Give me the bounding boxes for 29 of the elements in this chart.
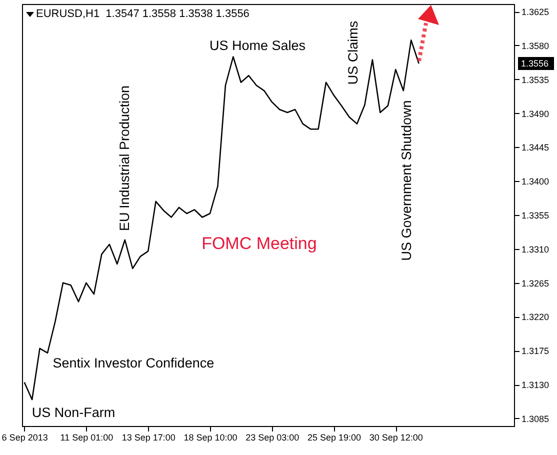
y-tick-label: 1.3175 xyxy=(522,346,550,356)
annotation: FOMC Meeting xyxy=(202,234,317,254)
annotation: US Non-Farm xyxy=(32,404,116,420)
x-tick-label: 30 Sep 12:00 xyxy=(369,432,423,442)
y-tick-label: 1.3490 xyxy=(522,108,550,119)
y-tick-label: 1.3580 xyxy=(522,40,550,51)
y-tick-label: 1.3130 xyxy=(522,380,550,390)
y-tick-label: 1.3355 xyxy=(522,210,550,220)
x-tick-label: 11 Sep 01:00 xyxy=(60,432,114,442)
text: 1.3556 xyxy=(521,58,549,68)
annotation: Sentix Investor Confidence xyxy=(52,356,214,371)
annotation: US Claims xyxy=(346,20,361,85)
x-tick-label: 6 Sep 2013 xyxy=(2,432,48,442)
y-tick-label: 1.3535 xyxy=(522,74,550,85)
x-tick-label: 25 Sep 19:00 xyxy=(307,432,362,442)
x-tick-label: 18 Sep 10:00 xyxy=(184,432,238,442)
y-tick-label: 1.3220 xyxy=(522,312,550,322)
x-tick-label: 13 Sep 17:00 xyxy=(122,432,176,442)
chart-title: EURUSD,H1 1.3547 1.3558 1.3538 1.3556 xyxy=(36,8,250,20)
y-tick-label: 1.3400 xyxy=(522,176,550,187)
annotation: US Home Sales xyxy=(209,38,306,53)
x-tick-label: 23 Sep 03:00 xyxy=(246,432,300,442)
annotation: US Government Shutdown xyxy=(399,100,414,261)
y-tick-label: 1.3310 xyxy=(522,244,550,254)
annotation: EU Industrial Production xyxy=(116,85,132,232)
y-tick-label: 1.3445 xyxy=(522,142,550,153)
y-tick-label: 1.3625 xyxy=(522,7,550,18)
y-tick-label: 1.3265 xyxy=(522,278,550,288)
y-tick-label: 1.3085 xyxy=(522,414,550,424)
